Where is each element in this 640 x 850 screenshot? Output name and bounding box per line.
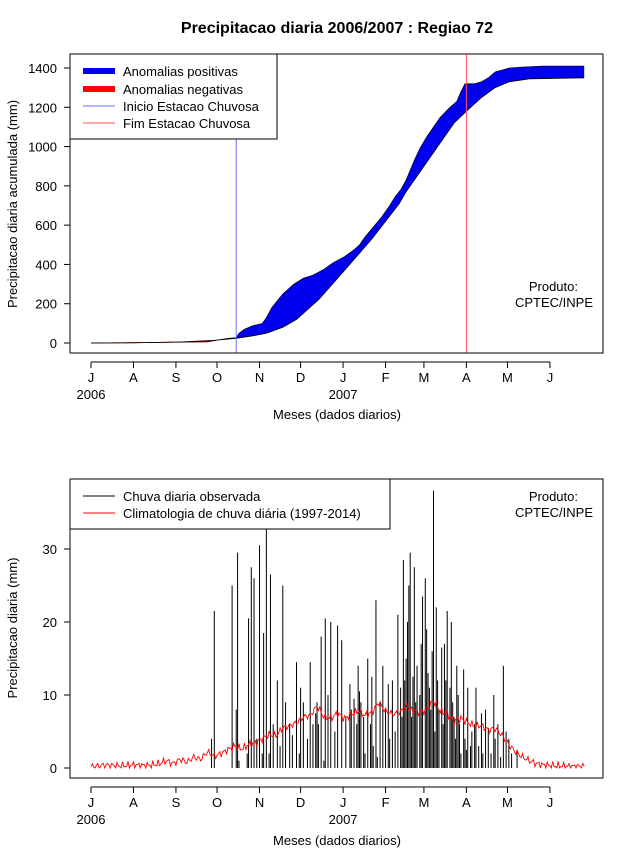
year-label: 2006	[77, 812, 106, 827]
x-tick-label: M	[502, 795, 513, 810]
y-tick-label: 400	[35, 257, 57, 272]
climatology-accumulated-line	[90, 77, 585, 344]
anomaly-bands	[90, 65, 585, 344]
legend: Chuva diaria observada Climatologia de c…	[69, 478, 391, 530]
y-tick-label: 1000	[28, 140, 57, 155]
x-axis: J A S O N D J F M A M J 2006 2007	[77, 786, 554, 827]
legend-onset: Inicio Estacao Chuvosa	[123, 99, 260, 114]
x-tick-label: J	[340, 795, 347, 810]
legend-climatology: Climatologia de chuva diária (1997-2014)	[123, 506, 361, 521]
observed-bars	[211, 490, 518, 768]
x-tick-label: D	[296, 370, 305, 385]
x-tick-label: A	[129, 370, 138, 385]
x-tick-label: M	[418, 370, 429, 385]
y-axis-label: Precipitacao diaria acumulada (mm)	[5, 100, 20, 308]
x-tick-label: J	[547, 370, 554, 385]
y-axis: 0 10 20 30	[43, 542, 71, 776]
legend-observed: Chuva diaria observada	[123, 489, 261, 504]
observed-accumulated-line	[90, 65, 585, 344]
x-tick-label: J	[340, 370, 347, 385]
y-tick-label: 20	[43, 615, 57, 630]
legend-negative: Anomalias negativas	[123, 82, 243, 97]
x-tick-label: N	[255, 370, 264, 385]
legend: Anomalias positivas Anomalias negativas …	[69, 53, 278, 140]
y-tick-label: 10	[43, 688, 57, 703]
year-label: 2006	[77, 387, 106, 402]
climatology-line	[90, 700, 585, 770]
x-tick-label: M	[418, 795, 429, 810]
chart-title: Precipitacao diaria 2006/2007 : Regiao 7…	[181, 20, 493, 37]
year-label: 2007	[329, 387, 358, 402]
x-tick-label: F	[382, 370, 390, 385]
legend-positive: Anomalias positivas	[123, 64, 238, 79]
y-tick-label: 200	[35, 297, 57, 312]
x-tick-label: A	[462, 795, 471, 810]
x-tick-label: A	[462, 370, 471, 385]
x-tick-label: S	[172, 795, 181, 810]
x-tick-label: J	[547, 795, 554, 810]
accumulated-chart: 0 200 400 600 800 1000 1200 1400 J A S O N D J F M A M J 20…	[5, 53, 604, 422]
x-tick-label: N	[255, 795, 264, 810]
y-tick-label: 30	[43, 542, 57, 557]
producer-name: CPTEC/INPE	[515, 295, 593, 310]
x-axis-label: Meses (dados diarios)	[273, 833, 401, 848]
x-tick-label: O	[212, 795, 222, 810]
year-label: 2007	[329, 812, 358, 827]
x-tick-label: F	[382, 795, 390, 810]
y-tick-label: 0	[50, 336, 57, 351]
legend-end: Fim Estacao Chuvosa	[123, 116, 251, 131]
y-tick-label: 0	[50, 761, 57, 776]
y-tick-label: 1400	[28, 61, 57, 76]
daily-chart: 0 10 20 30 J A S O N D J F M A M J 2006 2007 Precipitaca…	[5, 478, 604, 848]
x-tick-label: M	[502, 370, 513, 385]
y-axis: 0 200 400 600 800 1000 1200 1400	[28, 61, 71, 351]
x-axis: J A S O N D J F M A M J 2006 2007	[77, 361, 554, 402]
y-tick-label: 600	[35, 218, 57, 233]
x-tick-label: O	[212, 370, 222, 385]
x-tick-label: S	[172, 370, 181, 385]
producer-name: CPTEC/INPE	[515, 505, 593, 520]
x-axis-label: Meses (dados diarios)	[273, 407, 401, 422]
x-tick-label: D	[296, 795, 305, 810]
y-tick-label: 800	[35, 179, 57, 194]
y-tick-label: 1200	[28, 100, 57, 115]
producer-label: Produto:	[529, 279, 578, 294]
x-tick-label: A	[129, 795, 138, 810]
x-tick-label: J	[88, 370, 95, 385]
producer-label: Produto:	[529, 489, 578, 504]
x-tick-label: J	[88, 795, 95, 810]
y-axis-label: Precipitacao diaria (mm)	[5, 558, 20, 699]
